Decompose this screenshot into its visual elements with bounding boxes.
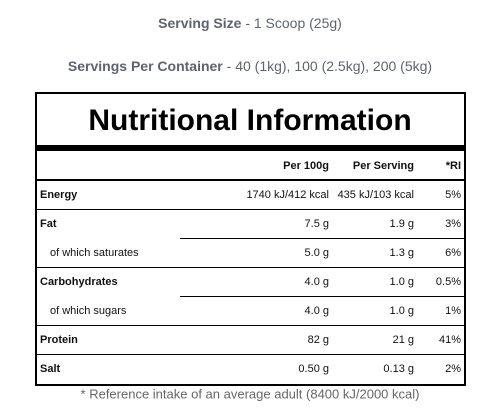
nutrient-value: 3% [445,218,461,230]
column-header: Per 100g [283,160,329,172]
nutrient-value: 82 g [308,334,329,346]
column-header: Per Serving [353,160,414,172]
servings-per-container-label: Servings Per Container [68,58,223,74]
serving-size: Serving Size - 1 Scoop (25g) [158,15,342,31]
nutrient-value: 1% [445,305,461,317]
footnote: * Reference intake of an average adult (… [81,386,420,401]
title-bar [36,145,465,151]
nutrient-label: Energy [40,189,78,201]
sub-nutrient-label: of which sugars [50,305,127,317]
nutrient-label: Fat [40,218,57,230]
nutrient-value: 0.13 g [383,363,414,375]
nutrient-value: 41% [439,334,461,346]
nutrient-value: 1740 kJ/412 kcal [246,189,329,201]
nutrient-label: Protein [40,334,78,346]
nutrient-value: 5.0 g [305,247,329,259]
nutrient-value: 1.9 g [390,218,414,230]
nutrient-value: 21 g [393,334,414,346]
nutrient-value: 435 kJ/103 kcal [338,189,414,201]
nutrient-label: Carbohydrates [40,276,118,288]
column-header: *RI [446,160,461,172]
nutrient-value: 0.50 g [298,363,329,375]
nutrient-value: 4.0 g [305,276,329,288]
nutrient-value: 5% [445,189,461,201]
nutrient-value: 1.3 g [390,247,414,259]
nutrient-value: 2% [445,363,461,375]
nutrient-label: Salt [40,363,61,375]
nutrient-value: 0.5% [436,276,461,288]
servings-per-container: Servings Per Container - 40 (1kg), 100 (… [68,58,432,74]
table-body: Per 100g Per Serving *RI Energy 1740 kJ/412 … [36,160,465,375]
nutrient-value: 6% [445,247,461,259]
nutrient-value: 1.0 g [390,276,414,288]
nutrient-value: 7.5 g [305,218,329,230]
nutrient-value: 4.0 g [305,305,329,317]
nutrient-value: 1.0 g [390,305,414,317]
serving-size-label: Serving Size [158,15,241,31]
servings-per-container-value: - 40 (1kg), 100 (2.5kg), 200 (5kg) [223,58,432,74]
sub-nutrient-label: of which saturates [50,247,139,259]
table-title: Nutritional Information [88,104,411,137]
serving-size-value: - 1 Scoop (25g) [241,15,341,31]
